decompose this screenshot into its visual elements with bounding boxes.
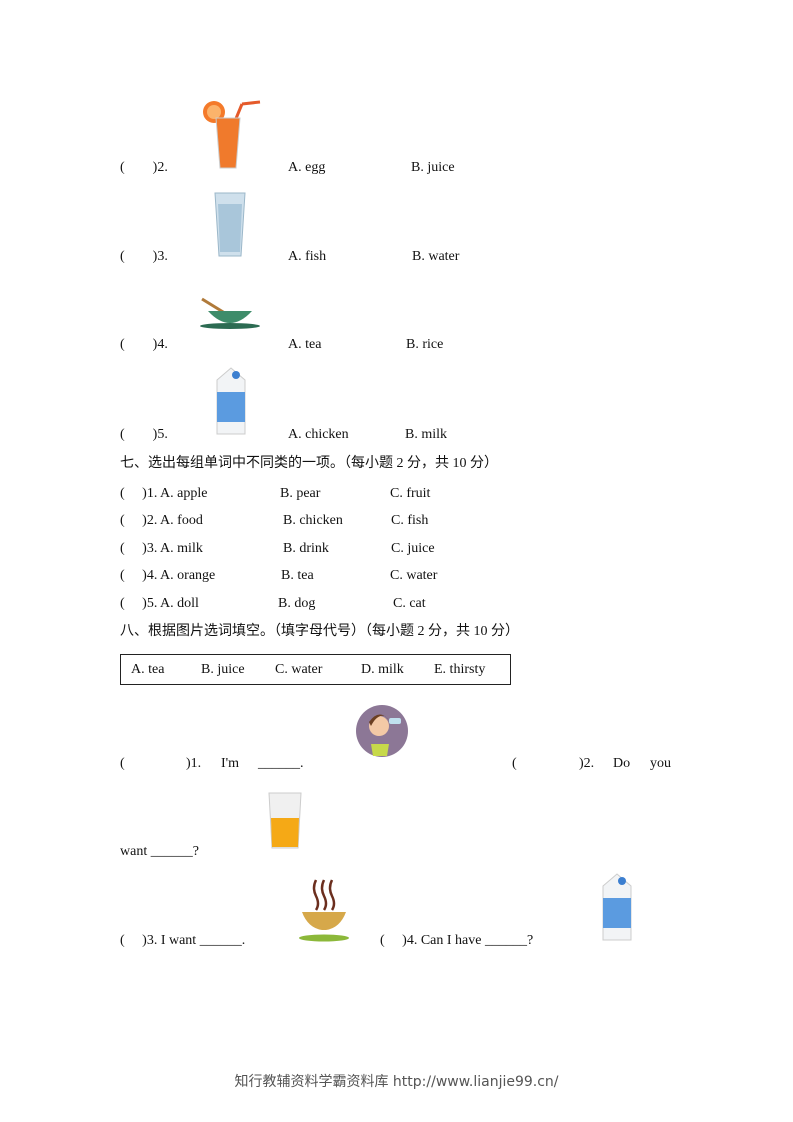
- question-row: ( )3. I want ______.: [120, 933, 246, 948]
- orange-juice-icon: [203, 100, 261, 169]
- option-a: A. chicken: [288, 427, 349, 442]
- question-text: I'm: [221, 756, 240, 771]
- option-c: C. water: [390, 568, 438, 583]
- word-bank-option: D. milk: [361, 662, 404, 677]
- section-8-heading: 八、根据图片选词填空。（填字母代号）（每小题 2 分，共 10 分）: [120, 624, 519, 639]
- question-row: ( )3. A. milk: [120, 541, 203, 556]
- option-a: A. tea: [288, 337, 322, 352]
- hot-tea-icon: [299, 879, 349, 942]
- question-row: ( )4. Can I have ______?: [380, 933, 534, 948]
- option-b: B. milk: [405, 427, 448, 442]
- footer-watermark: 知行教辅资料学霸资料库 http://www.lianjie99.cn/: [234, 1074, 559, 1090]
- option-c: C. juice: [391, 541, 435, 556]
- word-bank-option: B. juice: [201, 662, 245, 677]
- question-text: Do: [613, 756, 631, 771]
- option-a: A. egg: [288, 160, 326, 175]
- question-paren: ( )4.: [120, 337, 168, 352]
- word-bank-option: A. tea: [131, 662, 165, 677]
- question-row: ( )4. A. orange: [120, 568, 216, 583]
- question-text: you: [650, 756, 671, 771]
- question-text: want ______?: [120, 844, 199, 859]
- question-row: ( )2. A. food: [120, 513, 203, 528]
- word-bank-option: E. thirsty: [434, 662, 486, 677]
- option-b: B. drink: [283, 541, 329, 556]
- question-paren: (: [120, 756, 125, 771]
- thirsty-girl-icon: [356, 705, 408, 757]
- question-paren: ( )2.: [120, 160, 168, 175]
- option-c: C. fruit: [390, 486, 431, 501]
- question-number: )2.: [579, 756, 595, 771]
- milk-carton-icon: [602, 873, 632, 941]
- option-b: B. tea: [281, 568, 314, 583]
- question-paren: (: [512, 756, 517, 771]
- option-b: B. chicken: [283, 513, 343, 528]
- section-7-heading: 七、选出每组单词中不同类的一项。（每小题 2 分，共 10 分）: [120, 456, 498, 471]
- question-row: ( )5. A. doll: [120, 596, 199, 611]
- question-paren: ( )5.: [120, 427, 168, 442]
- question-paren: ( )3.: [120, 249, 168, 264]
- word-bank-option: C. water: [275, 662, 323, 677]
- milk-carton-icon: [216, 367, 246, 435]
- word-bank-box: [120, 654, 511, 685]
- juice-glass-icon: [268, 792, 302, 849]
- question-row: ( )1. A. apple: [120, 486, 208, 501]
- water-glass-icon: [214, 192, 246, 257]
- option-a: A. fish: [288, 249, 327, 264]
- option-c: C. fish: [391, 513, 429, 528]
- option-b: B. water: [412, 249, 460, 264]
- question-number: )1.: [186, 756, 202, 771]
- tea-cup-icon: [200, 297, 260, 329]
- option-b: B. pear: [280, 486, 321, 501]
- answer-blank: ______.: [258, 756, 304, 771]
- option-b: B. dog: [278, 596, 316, 611]
- option-c: C. cat: [393, 596, 426, 611]
- option-b: B. juice: [411, 160, 455, 175]
- option-b: B. rice: [406, 337, 444, 352]
